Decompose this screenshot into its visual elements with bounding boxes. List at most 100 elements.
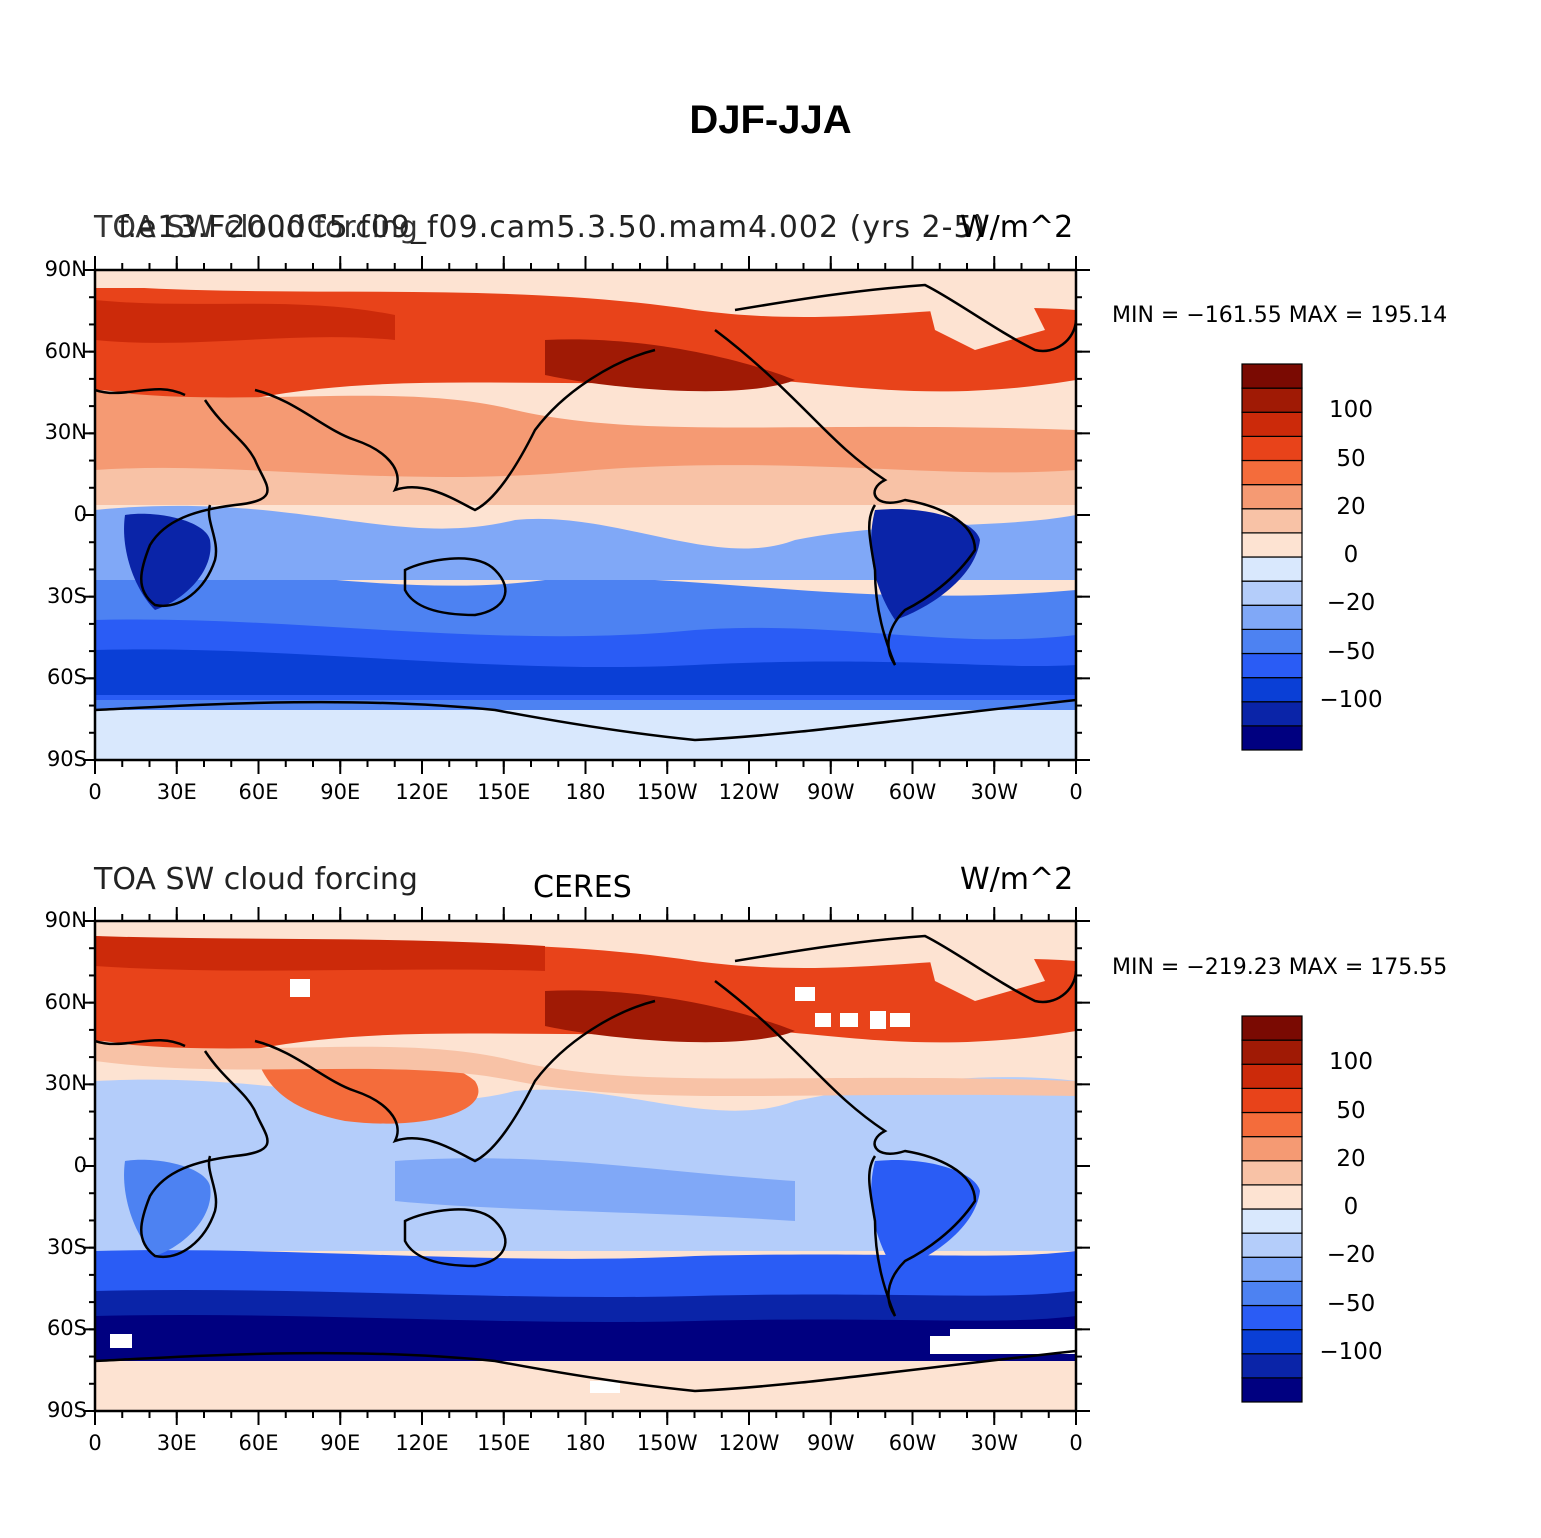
colorbar-swatch (1241, 604, 1303, 630)
lat-tick-label: 0 (73, 502, 87, 526)
panel1-left-title: TOA SW cloud forcing (94, 210, 418, 245)
colorbar-swatch (1241, 580, 1303, 606)
colorbar-label: −100 (1319, 1338, 1383, 1365)
lon-tick-label: 30E (156, 1431, 197, 1455)
lon-tick-label: 90E (320, 1431, 361, 1455)
nh-arctic-pale (95, 270, 1076, 288)
lon-tick-label: 60E (238, 1431, 279, 1455)
colorbar-swatch (1241, 1184, 1303, 1210)
colorbar-swatch (1241, 532, 1303, 558)
lon-tick-label: 60E (238, 780, 279, 804)
colorbar-swatch (1241, 1232, 1303, 1258)
sam-dark (871, 509, 980, 620)
colorbar-label: 0 (1343, 542, 1359, 568)
panel1-units: W/m^2 (960, 210, 1074, 245)
antarctica-pale (95, 710, 1076, 760)
colorbar-swatch (1241, 1353, 1303, 1379)
lat-tick-label: 90N (44, 908, 87, 932)
lat-tick-label: 0 (73, 1153, 87, 1177)
lon-tick-label: 120E (395, 780, 449, 804)
africa-dark (124, 513, 211, 610)
lat-tick-label: 60N (44, 989, 87, 1014)
lon-tick-label: 30E (156, 780, 197, 804)
colorbar-swatch (1241, 725, 1303, 751)
lon-tick-label: 150E (477, 780, 531, 804)
lon-tick-label: 0 (1069, 780, 1083, 804)
nh-orange (95, 390, 1076, 490)
colorbar-label: 0 (1343, 1194, 1359, 1220)
lat-tick-label: 60S (46, 665, 87, 690)
colorbar-swatch (1241, 387, 1303, 413)
colorbar-label: 50 (1336, 445, 1366, 472)
colorbar-label: 20 (1336, 1145, 1366, 1172)
colorbar-swatch (1241, 1160, 1303, 1186)
figure-title: DJF-JJA (689, 98, 852, 142)
panel2-map (83, 907, 1090, 1425)
nh-dark-band (95, 936, 545, 971)
lon-tick-label: 90W (807, 1431, 855, 1455)
nh-pale-band (95, 1041, 1076, 1096)
colorbar-label: 100 (1329, 397, 1373, 424)
missing-data (110, 979, 1076, 1393)
colorbar-swatch (1241, 1015, 1303, 1041)
lon-tick-label: 60W (888, 1431, 937, 1455)
itcz-orange (95, 465, 1076, 505)
lat-tick-label: 60N (44, 338, 87, 363)
panel2-units: W/m^2 (960, 862, 1074, 897)
lon-tick-label: 30W (970, 1431, 1019, 1455)
colorbar-swatch (1241, 484, 1303, 510)
lat-tick-label: 30S (46, 1234, 87, 1259)
sh-ocean-deep (95, 649, 1076, 695)
colorbar-swatch (1241, 701, 1303, 727)
panel2-minmax: MIN = −219.23 MAX = 175.55 (1112, 955, 1448, 980)
axis-ticks (83, 256, 1090, 774)
colorbar-label: 50 (1336, 1097, 1366, 1124)
lon-tick-label: 0 (88, 780, 102, 804)
lon-tick-label: 150W (636, 780, 698, 804)
lon-tick-label: 120W (718, 1431, 780, 1455)
colorbar-swatch (1241, 435, 1303, 462)
colorbar-swatch (1241, 1256, 1303, 1282)
colorbar-swatch (1241, 1087, 1303, 1114)
panel1-minmax: MIN = −161.55 MAX = 195.14 (1112, 303, 1448, 328)
lon-tick-label: 150W (636, 1431, 698, 1455)
lon-tick-label: 180 (565, 1431, 606, 1455)
nh-arctic-pale (95, 921, 1076, 935)
colorbar-swatch (1241, 459, 1303, 486)
colorbar-label: −20 (1326, 1242, 1376, 1269)
colorbar-swatch (1241, 628, 1303, 655)
colorbar-swatch (1241, 556, 1303, 582)
colorbar-swatch (1241, 1329, 1303, 1355)
colorbar-swatch (1241, 508, 1303, 534)
panel1-colorbar (1241, 363, 1303, 751)
lon-tick-label: 180 (565, 780, 606, 804)
panel1-case-title: f.e13.F2000C5.f09_f09.cam5.3.50.mam4.002… (118, 210, 987, 245)
lon-tick-label: 0 (88, 1431, 102, 1455)
colorbar-swatch (1241, 1136, 1303, 1162)
colorbar-swatch (1241, 1063, 1303, 1089)
lon-tick-label: 120W (718, 780, 780, 804)
colorbar-swatch (1241, 677, 1303, 703)
colorbar-label: −50 (1326, 1290, 1376, 1317)
lat-tick-label: 60S (46, 1316, 87, 1341)
sh-ocean-navy (95, 1314, 1076, 1361)
lon-tick-label: 30W (970, 780, 1019, 804)
axis-ticks (83, 907, 1090, 1425)
colorbar-swatch (1241, 1377, 1303, 1403)
lat-tick-label: 30N (44, 1071, 87, 1096)
tropical-blue (95, 505, 1076, 580)
colorbar-swatch (1241, 652, 1303, 679)
lat-tick-label: 90N (44, 257, 87, 281)
africa-blue (124, 1159, 211, 1256)
lat-tick-label: 90S (46, 747, 87, 771)
panel1-map (83, 256, 1090, 774)
colorbar-label: −50 (1326, 638, 1376, 665)
colorbar-swatch (1241, 1280, 1303, 1307)
colorbar-swatch (1241, 1111, 1303, 1138)
colorbar-label: 100 (1329, 1049, 1373, 1076)
antarctica-pale (95, 1361, 1076, 1411)
nh-dark-band (95, 300, 395, 343)
lat-tick-label: 30N (44, 420, 87, 445)
tropical-blue-mid (395, 1158, 795, 1221)
pacific-dark (545, 339, 795, 392)
